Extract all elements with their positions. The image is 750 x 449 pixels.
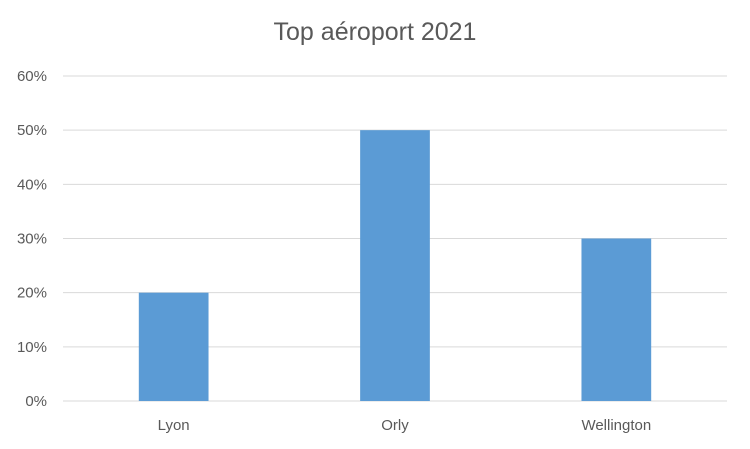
y-tick-label: 30% [17, 231, 47, 248]
bar [360, 130, 430, 401]
x-tick-label: Wellington [581, 417, 651, 434]
y-tick-label: 40% [17, 176, 47, 193]
x-tick-label: Orly [381, 417, 409, 434]
y-tick-label: 20% [17, 285, 47, 302]
chart-title: Top aéroport 2021 [273, 18, 477, 46]
bar [138, 292, 209, 401]
y-tick-label: 60% [17, 68, 47, 85]
y-tick-label: 50% [17, 122, 47, 139]
x-tick-label: Lyon [158, 417, 190, 434]
y-tick-label: 10% [17, 339, 47, 356]
bar [581, 238, 652, 401]
y-tick-label: 0% [25, 393, 47, 410]
